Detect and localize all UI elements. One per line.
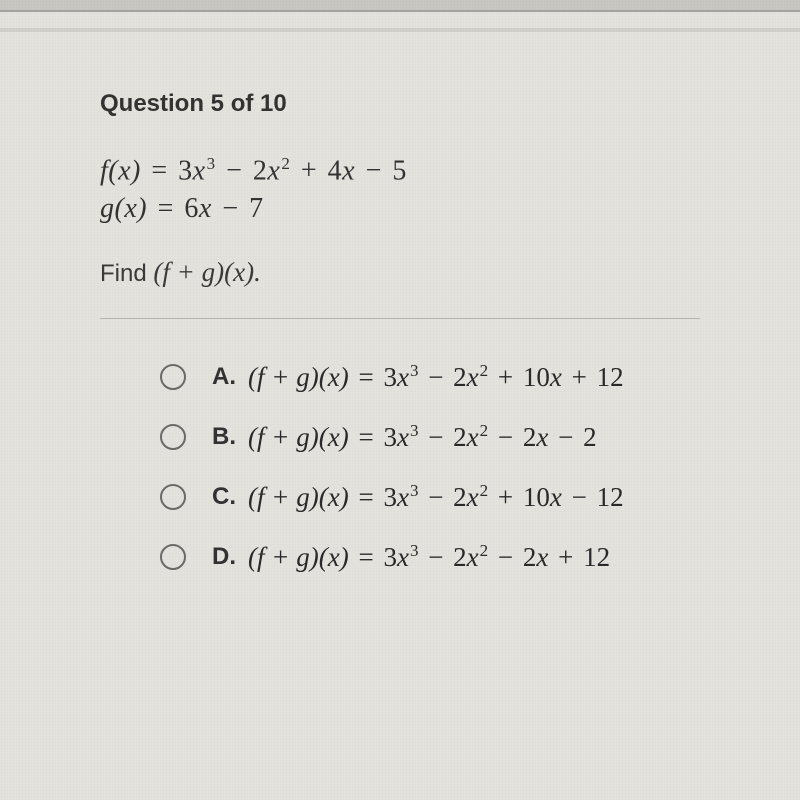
prompt-prefix: Find (100, 260, 153, 287)
radio-icon[interactable] (160, 484, 186, 510)
option-label: A. (212, 363, 238, 391)
radio-icon[interactable] (160, 424, 186, 450)
option-b[interactable]: B. (f + g)(x) = 3x3 − 2x2 − 2x − 2 (160, 421, 700, 453)
option-label: C. (212, 483, 238, 511)
prompt-math: (f + g)(x). (153, 257, 260, 287)
option-d[interactable]: D. (f + g)(x) = 3x3 − 2x2 − 2x + 12 (160, 541, 700, 573)
option-math: (f + g)(x) = 3x3 − 2x2 + 10x − 12 (248, 481, 624, 513)
function-g-definition: g(x) = 6x − 7 (100, 193, 700, 225)
question-prompt: Find (f + g)(x). (100, 257, 700, 288)
radio-icon[interactable] (160, 364, 186, 390)
option-math: (f + g)(x) = 3x3 − 2x2 − 2x + 12 (248, 541, 610, 573)
window-chrome-bar (0, 0, 800, 12)
top-divider (0, 28, 800, 32)
radio-icon[interactable] (160, 544, 186, 570)
section-divider (100, 318, 700, 319)
option-a[interactable]: A. (f + g)(x) = 3x3 − 2x2 + 10x + 12 (160, 361, 700, 393)
option-math: (f + g)(x) = 3x3 − 2x2 − 2x − 2 (248, 421, 597, 453)
question-content: Question 5 of 10 f(x) = 3x3 − 2x2 + 4x −… (0, 0, 800, 573)
question-title: Question 5 of 10 (100, 90, 700, 118)
answer-options: A. (f + g)(x) = 3x3 − 2x2 + 10x + 12 B. … (100, 361, 700, 573)
option-math: (f + g)(x) = 3x3 − 2x2 + 10x + 12 (248, 361, 624, 393)
option-c[interactable]: C. (f + g)(x) = 3x3 − 2x2 + 10x − 12 (160, 481, 700, 513)
option-label: D. (212, 543, 238, 571)
function-f-definition: f(x) = 3x3 − 2x2 + 4x − 5 (100, 154, 700, 187)
option-label: B. (212, 423, 238, 451)
